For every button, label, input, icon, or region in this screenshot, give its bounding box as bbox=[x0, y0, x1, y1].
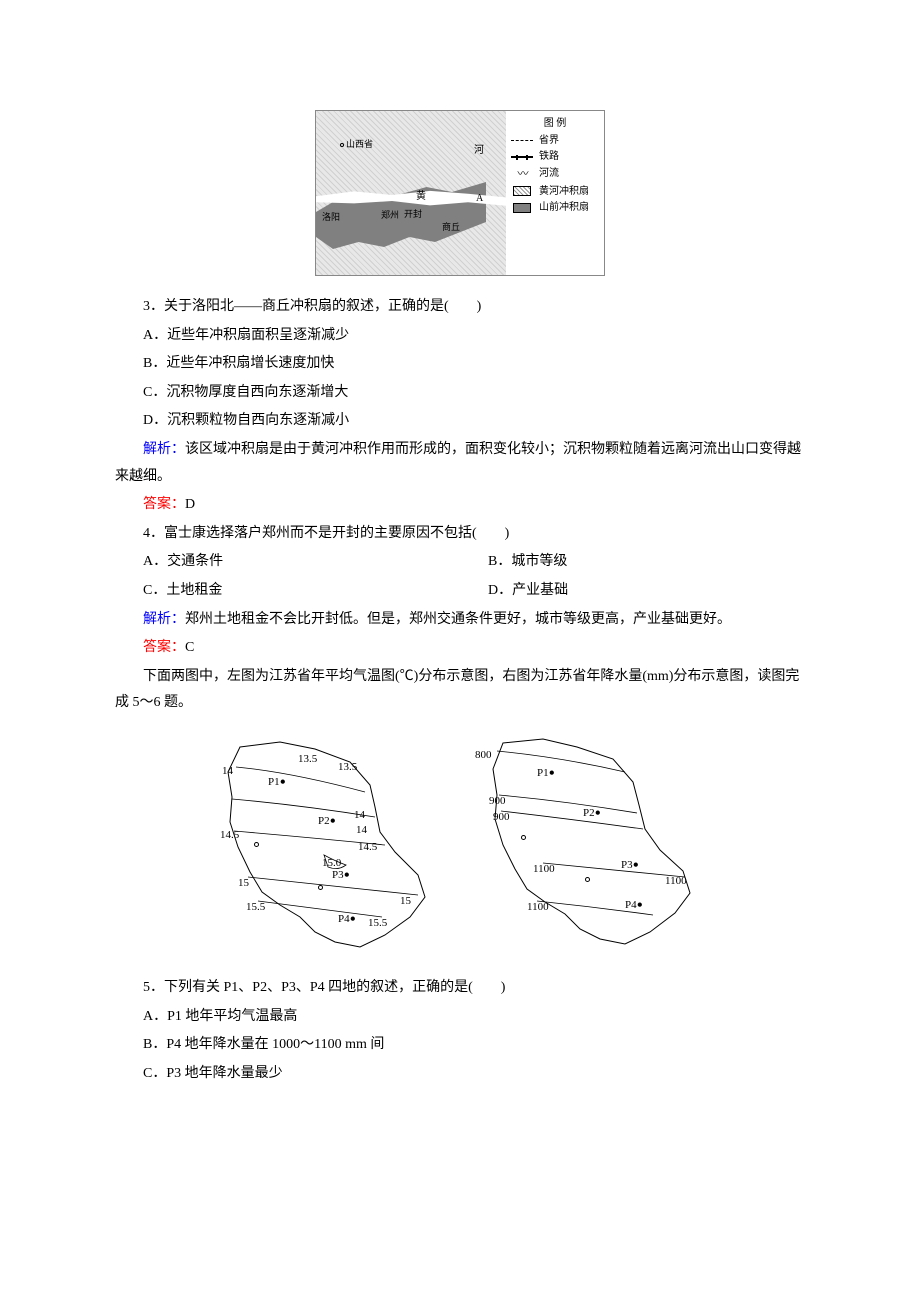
temp-map-point-p3: P3• bbox=[332, 865, 350, 886]
precip-map-contour-label: 800 bbox=[475, 745, 492, 766]
legend-item-piedmont-fan: 山前冲积扇 bbox=[510, 200, 600, 216]
dash-icon bbox=[511, 140, 533, 141]
q3-answer: 答案：D bbox=[115, 492, 805, 519]
city-shanxi: 山西省 bbox=[340, 136, 373, 153]
q4-option-a: A．交通条件 bbox=[115, 549, 460, 576]
q3-option-b: B．近些年冲积扇增长速度加快 bbox=[115, 351, 805, 378]
daan-label: 答案： bbox=[143, 497, 185, 512]
city-shangqiu: 商丘 bbox=[442, 219, 460, 236]
precip-map-point-p3: P3• bbox=[621, 855, 639, 876]
q3-stem: 3．关于洛阳北——商丘冲积扇的叙述，正确的是( ) bbox=[115, 294, 805, 321]
q4-option-row-1: A．交通条件 B．城市等级 bbox=[115, 549, 805, 576]
q4-option-d: D．产业基础 bbox=[460, 578, 805, 605]
piedmont-fan-region bbox=[316, 167, 486, 267]
legend-item-rail: 铁路 bbox=[510, 149, 600, 165]
temp-map-contour-label: 15 bbox=[238, 873, 249, 894]
precip-map-point-p4: P4• bbox=[625, 895, 643, 916]
temp-map-contour-label: 13.5 bbox=[298, 749, 317, 770]
legend-panel: 图 例 省界 铁路 〰 河流 黄河冲积扇 山前冲积扇 bbox=[506, 113, 604, 219]
rail-icon bbox=[511, 156, 533, 158]
q5-option-c: C．P3 地年降水量最少 bbox=[115, 1061, 805, 1088]
label-he: 河 bbox=[474, 141, 484, 160]
temp-map-contour-label: 14 bbox=[222, 761, 233, 782]
jiangsu-precip-map: 800900900110011001100P1•P2•P3•P4• bbox=[475, 737, 700, 955]
q3-option-d: D．沉积颗粒物自西向东逐渐减小 bbox=[115, 408, 805, 435]
q4-option-c: C．土地租金 bbox=[115, 578, 460, 605]
precip-map-point-p1: P1• bbox=[537, 763, 555, 784]
temp-map-open-circle bbox=[254, 842, 259, 847]
q4-jiexi: 解析：郑州土地租金不会比开封低。但是，郑州交通条件更好，城市等级更高，产业基础更… bbox=[115, 607, 805, 634]
temp-map-point-p1: P1• bbox=[268, 772, 286, 793]
gray-box-icon bbox=[513, 203, 531, 213]
legend-item-boundary: 省界 bbox=[510, 133, 600, 149]
jiangsu-outline-right bbox=[475, 737, 700, 955]
q3-option-a: A．近些年冲积扇面积呈逐渐减少 bbox=[115, 323, 805, 350]
temp-map-contour-label: 15.5 bbox=[368, 913, 387, 934]
precip-map-point-p2: P2• bbox=[583, 803, 601, 824]
temp-map-contour-label: 14.5 bbox=[358, 837, 377, 858]
temp-map-contour-label: 14.5 bbox=[220, 825, 239, 846]
temp-map-point-p2: P2• bbox=[318, 811, 336, 832]
q5-option-b: B．P4 地年降水量在 1000～1100 mm 间 bbox=[115, 1032, 805, 1059]
label-a: A bbox=[476, 189, 483, 208]
jiexi-label: 解析： bbox=[143, 612, 185, 627]
precip-map-open-circle bbox=[521, 835, 526, 840]
legend-item-huanghe-fan: 黄河冲积扇 bbox=[510, 184, 600, 200]
q5-stem: 5．下列有关 P1、P2、P3、P4 四地的叙述，正确的是( ) bbox=[115, 975, 805, 1002]
legend-item-river: 〰 河流 bbox=[510, 166, 600, 183]
precip-map-contour-label: 900 bbox=[493, 807, 510, 828]
precip-map-contour-label: 1100 bbox=[665, 871, 687, 892]
figure-jiangsu-maps: 1413.513.5141414.514.515.0151515.515.5P1… bbox=[115, 737, 805, 955]
precip-map-contour-label: 1100 bbox=[527, 897, 549, 918]
temp-map-contour-label: 15 bbox=[400, 891, 411, 912]
precip-map-open-circle bbox=[585, 877, 590, 882]
temp-map-open-circle bbox=[318, 885, 323, 890]
daan-label: 答案： bbox=[143, 640, 185, 655]
map-region: 山西省 洛阳 郑州 开封 商丘 黄 河 A bbox=[316, 111, 506, 275]
legend-title: 图 例 bbox=[510, 116, 600, 132]
city-luoyang: 洛阳 bbox=[322, 209, 340, 226]
q4-option-row-2: C．土地租金 D．产业基础 bbox=[115, 578, 805, 605]
q5-option-a: A．P1 地年平均气温最高 bbox=[115, 1004, 805, 1031]
city-zhengzhou: 郑州 bbox=[381, 207, 399, 224]
temp-map-contour-label: 15.5 bbox=[246, 897, 265, 918]
q4-stem: 4．富士康选择落户郑州而不是开封的主要原因不包括( ) bbox=[115, 521, 805, 548]
q3-option-c: C．沉积物厚度自西向东逐渐增大 bbox=[115, 380, 805, 407]
q4-option-b: B．城市等级 bbox=[460, 549, 805, 576]
river-icon: 〰 bbox=[510, 166, 534, 183]
maps-intro: 下面两图中，左图为江苏省年平均气温图(℃)分布示意图，右图为江苏省年降水量(mm… bbox=[115, 664, 805, 717]
precip-map-contour-label: 1100 bbox=[533, 859, 555, 880]
city-kaifeng: 开封 bbox=[404, 206, 422, 223]
jiexi-label: 解析： bbox=[143, 442, 185, 457]
label-huang: 黄 bbox=[416, 187, 426, 206]
figure-alluvial-fan: 山西省 洛阳 郑州 开封 商丘 黄 河 A 图 例 省界 铁路 〰 河流 bbox=[115, 110, 805, 276]
temp-map-contour-label: 13.5 bbox=[338, 757, 357, 778]
jiangsu-temp-map: 1413.513.5141414.514.515.0151515.515.5P1… bbox=[220, 737, 445, 955]
temp-map-point-p4: P4• bbox=[338, 909, 356, 930]
q3-jiexi: 解析：该区域冲积扇是由于黄河冲积作用而形成的，面积变化较小；沉积物颗粒随着远离河… bbox=[115, 437, 805, 490]
q4-answer: 答案：C bbox=[115, 635, 805, 662]
hatch-box-icon bbox=[513, 186, 531, 196]
map-container: 山西省 洛阳 郑州 开封 商丘 黄 河 A 图 例 省界 铁路 〰 河流 bbox=[315, 110, 605, 276]
